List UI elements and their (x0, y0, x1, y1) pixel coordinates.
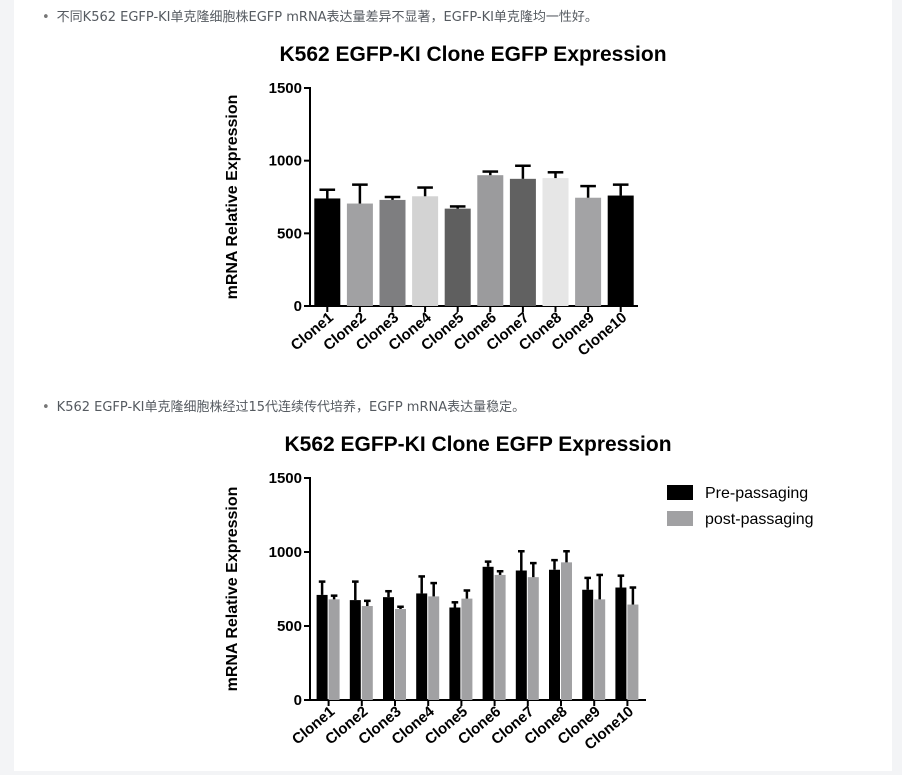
bar (627, 604, 639, 700)
note-2: • K562 EGFP-KI单克隆细胞株经过15代连续传代培养，EGFP mRNA… (42, 396, 525, 415)
bar (444, 208, 471, 306)
chart-1-svg: K562 EGFP-KI Clone EGFP Expression mRNA R… (224, 43, 667, 360)
bullet-icon: • (42, 400, 50, 415)
y-axis-label: mRNA Relative Expression (224, 95, 241, 300)
legend-label: Pre-passaging (705, 485, 808, 502)
bar (314, 198, 341, 306)
bar (549, 569, 560, 700)
y-tick-label: 1500 (269, 470, 302, 487)
bar (395, 608, 406, 700)
chart-title: K562 EGFP-KI Clone EGFP Expression (279, 43, 666, 66)
bullet-icon: • (42, 10, 50, 25)
note-1-text: 不同K562 EGFP-KI单克隆细胞株EGFP mRNA表达量差异不显著，EG… (56, 10, 598, 25)
bar (494, 574, 506, 700)
y-tick-label: 0 (294, 298, 302, 315)
bar (615, 587, 627, 700)
y-tick-label: 500 (277, 225, 302, 242)
chart-1: K562 EGFP-KI Clone EGFP Expression mRNA R… (14, 36, 892, 380)
bar (527, 577, 539, 700)
bar (561, 562, 572, 700)
bar (361, 606, 373, 700)
content-card: • 不同K562 EGFP-KI单克隆细胞株EGFP mRNA表达量差异不显著，E… (14, 0, 892, 771)
bar (594, 599, 606, 700)
bar (383, 597, 394, 700)
note-2-text: K562 EGFP-KI单克隆细胞株经过15代连续传代培养，EGFP mRNA表… (56, 400, 526, 415)
bar (542, 178, 569, 306)
bar (412, 196, 439, 306)
bar (449, 607, 461, 700)
legend-swatch (667, 511, 693, 526)
bar (607, 195, 634, 306)
bar (482, 566, 494, 700)
chart-2: K562 EGFP-KI Clone EGFP Expression mRNA R… (14, 426, 892, 775)
y-tick-label: 0 (294, 692, 302, 709)
bar (328, 599, 340, 700)
bar (346, 203, 373, 306)
bar (582, 589, 594, 700)
legend-label: post-passaging (705, 511, 814, 528)
bar (316, 594, 328, 700)
chart-title: K562 EGFP-KI Clone EGFP Expression (284, 433, 671, 456)
bar (461, 598, 473, 700)
bar (428, 596, 440, 700)
y-tick-label: 1000 (269, 544, 302, 561)
bar (416, 593, 428, 700)
note-1: • 不同K562 EGFP-KI单克隆细胞株EGFP mRNA表达量差异不显著，E… (42, 6, 598, 25)
y-axis-label: mRNA Relative Expression (224, 487, 241, 692)
bar (509, 178, 536, 306)
bar (379, 199, 406, 306)
y-tick-label: 1000 (269, 153, 302, 170)
y-tick-label: 500 (277, 618, 302, 635)
bar (515, 570, 527, 700)
bar (575, 197, 602, 306)
bar (477, 175, 504, 306)
y-tick-label: 1500 (269, 80, 302, 97)
bar (349, 600, 361, 700)
chart-2-svg: K562 EGFP-KI Clone EGFP Expression mRNA R… (224, 433, 814, 754)
legend-swatch (667, 485, 693, 500)
